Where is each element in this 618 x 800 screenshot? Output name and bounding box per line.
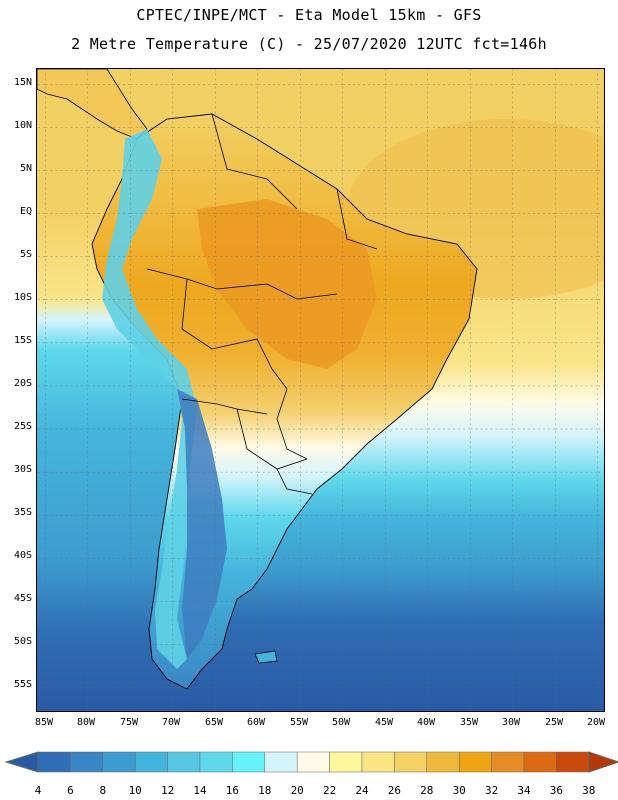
legend-tick-label: 16 <box>225 784 240 797</box>
legend-arrow-high <box>588 751 618 773</box>
lon-label: 65W <box>204 717 224 728</box>
legend-swatch <box>102 751 136 773</box>
legend-swatch <box>329 751 363 773</box>
legend-swatch <box>491 751 525 773</box>
legend-swatch <box>37 751 71 773</box>
legend-swatch <box>361 751 395 773</box>
lat-label: 35S <box>13 507 32 518</box>
legend-swatch <box>70 751 104 773</box>
legend-tick-label: 8 <box>99 784 107 797</box>
lat-label: 15S <box>13 335 32 346</box>
lat-label: EQ <box>19 206 32 217</box>
temperature-map[interactable] <box>36 68 605 712</box>
legend-swatch <box>199 751 233 773</box>
lat-label: 20S <box>13 378 32 389</box>
legend-swatch <box>296 751 330 773</box>
legend-swatch <box>556 751 590 773</box>
legend-tick-label: 6 <box>67 784 74 797</box>
legend-tick-label: 26 <box>387 784 402 797</box>
legend-tick-label: 20 <box>290 784 304 797</box>
legend-swatch <box>394 751 428 773</box>
lat-label: 5N <box>19 163 32 174</box>
legend-tick-label: 28 <box>420 784 434 797</box>
lat-label: 55S <box>13 679 32 690</box>
legend-swatch <box>264 751 298 773</box>
lon-label: 40W <box>416 717 436 728</box>
legend-swatches <box>4 751 618 773</box>
graticule <box>37 69 604 711</box>
legend-tick-label: 36 <box>549 784 564 797</box>
lat-label: 25S <box>13 421 32 432</box>
legend-tick-label: 32 <box>484 784 499 797</box>
legend-tick-label: 10 <box>128 784 142 797</box>
lon-label: 60W <box>246 717 266 728</box>
lat-label: 40S <box>13 550 32 561</box>
legend-swatch <box>167 751 201 773</box>
map-canvas <box>37 69 604 711</box>
lon-label: 85W <box>34 717 54 728</box>
legend-tick-label: 4 <box>34 784 42 797</box>
lon-label: 30W <box>501 717 521 728</box>
lat-label: 30S <box>13 464 32 475</box>
legend-tick-label: 22 <box>322 784 337 797</box>
legend-tick-label: 18 <box>258 784 272 797</box>
lat-label: 5S <box>19 249 32 260</box>
lon-label: 35W <box>459 717 479 728</box>
color-legend <box>4 751 618 773</box>
lon-label: 55W <box>289 717 309 728</box>
legend-tick-label: 12 <box>160 784 175 797</box>
legend-swatch <box>458 751 492 773</box>
lon-label: 70W <box>161 717 181 728</box>
chart-title-line1: CPTEC/INPE/MCT - Eta Model 15km - GFS <box>136 6 482 24</box>
legend-tick-label: 24 <box>355 784 369 797</box>
legend-swatch <box>426 751 460 773</box>
legend-tick-label: 34 <box>517 784 531 797</box>
legend-swatch <box>134 751 168 773</box>
legend-swatch <box>232 751 266 773</box>
lon-label: 80W <box>76 717 96 728</box>
lon-label: 50W <box>331 717 351 728</box>
legend-tick-label: 14 <box>193 784 207 797</box>
lat-label: 10N <box>13 120 32 131</box>
legend-arrow-low <box>4 751 39 773</box>
lat-label: 15N <box>13 77 32 88</box>
legend-swatch <box>523 751 557 773</box>
lat-label: 50S <box>13 636 32 647</box>
lon-label: 25W <box>544 717 564 728</box>
legend-tick-label: 38 <box>582 784 596 797</box>
chart-title-line2: 2 Metre Temperature (C) - 25/07/2020 12U… <box>71 35 547 53</box>
lon-label: 45W <box>374 717 394 728</box>
lat-label: 10S <box>13 292 32 303</box>
lat-label: 45S <box>13 593 32 604</box>
lon-label: 20W <box>586 717 606 728</box>
legend-tick-label: 30 <box>452 784 466 797</box>
lon-label: 75W <box>119 717 139 728</box>
